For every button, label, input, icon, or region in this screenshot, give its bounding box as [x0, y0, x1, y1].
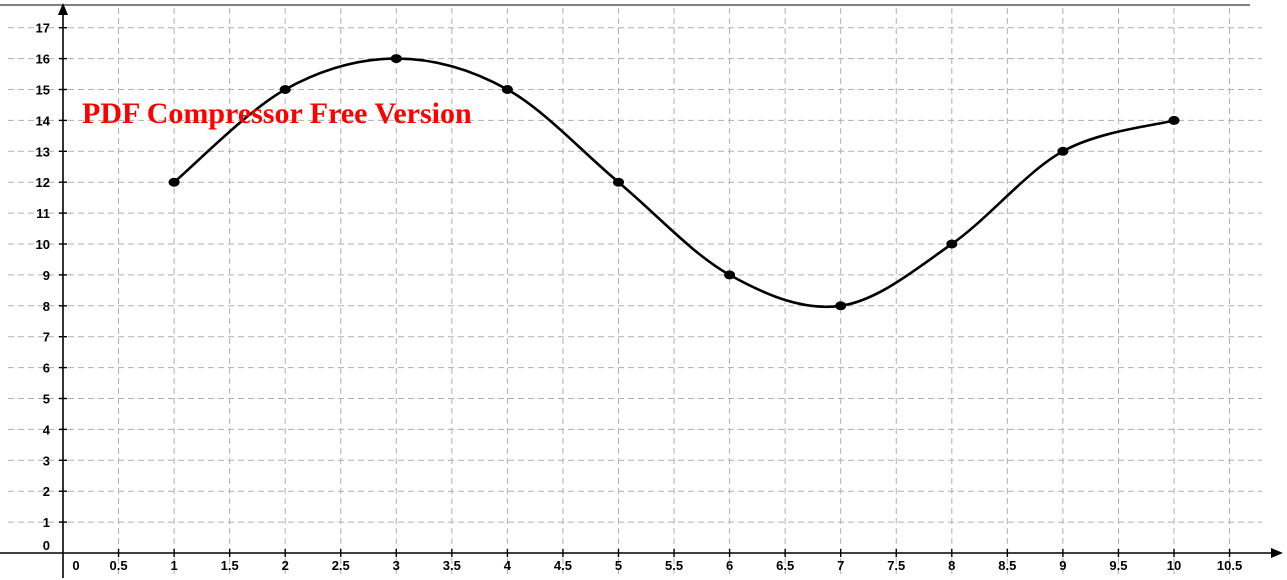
data-point-1: [279, 85, 291, 94]
y-tick-label-9: 9: [43, 268, 50, 283]
data-point-7: [946, 239, 958, 249]
data-point-8: [1057, 146, 1069, 156]
x-tick-label-10: 5: [615, 558, 622, 573]
data-point-2: [390, 54, 402, 64]
x-tick-label-18: 9: [1059, 558, 1066, 573]
data-point-3: [501, 85, 513, 94]
y-tick-label-6: 6: [43, 361, 50, 376]
x-tick-label-11: 5.5: [665, 558, 683, 573]
x-tick-label-4: 2: [282, 558, 289, 573]
y-tick-label-13: 13: [36, 144, 50, 159]
horizontal-grid-lines: [8, 27, 1262, 523]
x-tick-label-16: 8: [948, 558, 955, 573]
y-tick-label-12: 12: [36, 175, 50, 190]
x-tick-label-14: 7: [837, 558, 844, 573]
x-tick-label-8: 4: [504, 558, 512, 573]
y-tick-label-4: 4: [43, 422, 51, 437]
x-tick-label-0: 0: [72, 558, 79, 573]
x-tick-label-3: 1.5: [221, 558, 239, 573]
x-tick-label-5: 2.5: [332, 558, 350, 573]
vertical-grid-lines: [118, 8, 1231, 575]
y-axis-arrow: [58, 3, 68, 15]
data-point-9: [1168, 115, 1180, 125]
x-tick-label-13: 6.5: [776, 558, 794, 573]
x-tick-label-9: 4.5: [554, 558, 572, 573]
x-axis-arrow: [1271, 548, 1283, 558]
x-tick-label-17: 8.5: [998, 558, 1016, 573]
x-tick-label-1: 0.5: [110, 558, 128, 573]
y-tick-label-11: 11: [36, 206, 50, 221]
y-tick-label-7: 7: [43, 330, 50, 345]
x-tick-labels: 0 0.5 1 1.5 2 2.5 3 3.5 4 4.5 5 5.5 6 6.5 7 7.5 8 8.5 9 9.5…: [72, 558, 1242, 573]
y-tick-label-8: 8: [43, 299, 50, 314]
x-tick-label-21: 10.5: [1217, 558, 1242, 573]
y-tick-label-14: 14: [36, 113, 51, 128]
x-tick-label-6: 3: [393, 558, 400, 573]
y-tick-label-15: 15: [36, 83, 50, 98]
data-point-0: [168, 177, 180, 187]
y-tick-label-10: 10: [36, 237, 50, 252]
x-tick-label-15: 7.5: [887, 558, 905, 573]
y-tick-label-2: 2: [43, 484, 50, 499]
y-tick-label-5: 5: [43, 392, 50, 407]
x-tick-label-19: 9.5: [1109, 558, 1127, 573]
axes: [0, 3, 1283, 578]
y-tick-label-3: 3: [43, 453, 50, 468]
x-tick-label-12: 6: [726, 558, 733, 573]
y-tick-label-0: 0: [43, 538, 50, 553]
x-tick-label-20: 10: [1167, 558, 1181, 573]
watermark-text: PDF Compressor Free Version: [82, 97, 472, 130]
y-tick-label-16: 16: [36, 52, 50, 67]
series-line: [173, 57, 1175, 309]
data-point-4: [613, 177, 624, 187]
x-tick-label-2: 1: [170, 558, 177, 573]
data-points: [168, 54, 1180, 311]
data-point-5: [724, 270, 736, 280]
y-tick-label-17: 17: [36, 21, 50, 36]
data-point-6: [835, 301, 847, 311]
y-tick-label-1: 1: [43, 515, 50, 530]
x-tick-label-7: 3.5: [443, 558, 461, 573]
